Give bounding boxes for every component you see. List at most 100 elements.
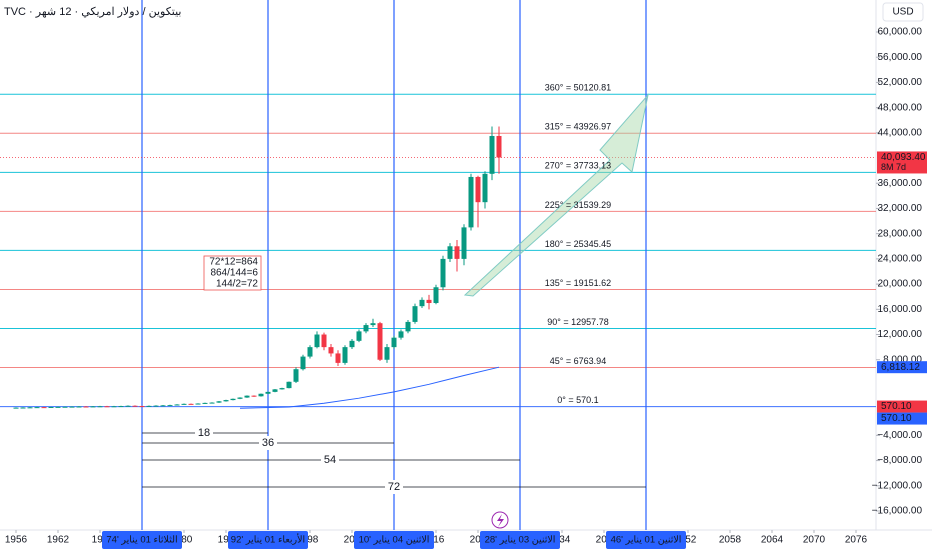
date-badge bbox=[606, 531, 686, 549]
y-tick-label: 44,000.00 bbox=[878, 127, 923, 138]
candle-body bbox=[139, 406, 145, 408]
level-label: 45° = 6763.94 bbox=[550, 356, 606, 366]
price-badge bbox=[877, 361, 927, 374]
candle-body bbox=[90, 406, 96, 408]
candle-body bbox=[174, 404, 180, 406]
candle-body bbox=[363, 325, 369, 332]
y-tick-label: 32,000.00 bbox=[878, 203, 923, 214]
lightning-icon bbox=[491, 511, 509, 529]
x-tick-label: 200 bbox=[344, 535, 361, 546]
green-arrow bbox=[463, 93, 649, 297]
candle-body bbox=[314, 334, 320, 348]
note-box bbox=[203, 255, 262, 291]
candle-body bbox=[482, 173, 488, 203]
candle-body bbox=[20, 407, 26, 409]
price-badge bbox=[877, 400, 927, 413]
candle-body bbox=[83, 406, 89, 408]
candle-body bbox=[237, 397, 243, 399]
candle-body bbox=[447, 246, 453, 259]
candle-body bbox=[132, 405, 138, 407]
candle-body bbox=[293, 369, 299, 382]
y-tick-label: 28,000.00 bbox=[878, 228, 923, 239]
measure-label-bg bbox=[259, 436, 277, 450]
level-label: 225° = 31539.29 bbox=[545, 200, 611, 210]
symbol-header: TVC · بيتكوين / دولار امريكي · 12 شهر bbox=[4, 6, 181, 18]
candle-body bbox=[48, 407, 54, 409]
candle-body bbox=[244, 395, 250, 398]
arrow-shape bbox=[463, 93, 649, 297]
candle-body bbox=[279, 388, 285, 390]
candle-body bbox=[370, 323, 376, 326]
candle-body bbox=[412, 306, 418, 322]
price-badge-label: 40,093.40 bbox=[881, 152, 926, 163]
candle-body bbox=[489, 135, 495, 174]
measure-label: 72 bbox=[388, 481, 400, 493]
y-tick-label: 8,000.00 bbox=[883, 354, 922, 365]
note-line: 72*12=864 bbox=[209, 257, 258, 268]
date-badge-label: الاثنين 03 يناير '28 bbox=[485, 535, 556, 546]
icon-bolt bbox=[497, 514, 504, 527]
x-tick-label: 196 bbox=[92, 535, 109, 546]
level-label: 315° = 43926.97 bbox=[545, 122, 611, 132]
x-tick-label: 2064 bbox=[761, 535, 784, 546]
candle-body bbox=[475, 176, 481, 203]
candle-body bbox=[167, 405, 173, 407]
x-tick-label: 2076 bbox=[845, 535, 868, 546]
candle-body bbox=[307, 347, 313, 357]
candle-body bbox=[384, 347, 390, 360]
candle-body bbox=[97, 406, 103, 408]
y-tick-label: 24,000.00 bbox=[878, 254, 923, 265]
measure-label: 36 bbox=[262, 437, 274, 449]
candle-body bbox=[265, 391, 271, 394]
y-tick-label: 20,000.00 bbox=[878, 279, 923, 290]
candle-body bbox=[69, 406, 75, 408]
y-tick-label: 12,000.00 bbox=[878, 329, 923, 340]
price-badge-label: 6,818.12 bbox=[881, 362, 920, 373]
y-tick-label: 56,000.00 bbox=[878, 52, 923, 63]
date-badge bbox=[102, 531, 182, 549]
candle-body bbox=[349, 340, 355, 348]
date-badge bbox=[480, 531, 560, 549]
x-tick-label: 1962 bbox=[47, 535, 70, 546]
candle-body bbox=[153, 405, 159, 407]
candle-body bbox=[55, 406, 61, 408]
level-label: 135° = 19151.62 bbox=[545, 278, 611, 288]
candle-body bbox=[321, 334, 327, 348]
x-tick-label: 016 bbox=[428, 535, 445, 546]
x-tick-label: 034 bbox=[554, 535, 571, 546]
currency[interactable]: USD bbox=[892, 7, 913, 18]
date-badge-label: الاثنين 01 يناير '46 bbox=[611, 535, 682, 546]
moving-average bbox=[239, 366, 500, 409]
date-badge-label: الثلاثاء 01 يناير '74 bbox=[106, 535, 177, 546]
x-tick-label: 2070 bbox=[803, 535, 826, 546]
measure-label-bg bbox=[385, 480, 403, 494]
y-tick-label: −12,000.00 bbox=[872, 480, 923, 491]
candle-body bbox=[377, 323, 383, 360]
x-tick-label: 980 bbox=[176, 535, 193, 546]
candle-body bbox=[188, 403, 194, 405]
x-tick-label: 1956 bbox=[5, 535, 28, 546]
candle-body bbox=[202, 402, 208, 404]
candle-body bbox=[76, 406, 82, 408]
candle-body bbox=[181, 403, 187, 405]
candle-body bbox=[27, 407, 33, 409]
candle-body bbox=[356, 331, 362, 341]
candle-body bbox=[335, 353, 341, 363]
date-badge-label: الأربعاء 01 يناير '92 bbox=[231, 534, 305, 546]
note-line: 144/2=72 bbox=[216, 279, 258, 290]
candle-body bbox=[286, 381, 292, 389]
x-tick-label: 202 bbox=[470, 535, 487, 546]
measure-label: 18 bbox=[198, 427, 210, 439]
level-label: 90° = 12957.78 bbox=[547, 317, 608, 327]
currency-button[interactable] bbox=[882, 2, 924, 22]
candle-body bbox=[251, 395, 257, 397]
candle-body bbox=[272, 389, 278, 392]
measure-label-bg bbox=[195, 426, 213, 440]
x-tick-label: 052 bbox=[680, 535, 697, 546]
y-tick-label: −16,000.00 bbox=[872, 506, 923, 517]
candle-body bbox=[111, 406, 117, 408]
y-tick-label: 48,000.00 bbox=[878, 102, 923, 113]
candle-body bbox=[461, 227, 467, 259]
candle-body bbox=[300, 356, 306, 370]
price-badge-sub: 8M 7d bbox=[881, 162, 906, 172]
